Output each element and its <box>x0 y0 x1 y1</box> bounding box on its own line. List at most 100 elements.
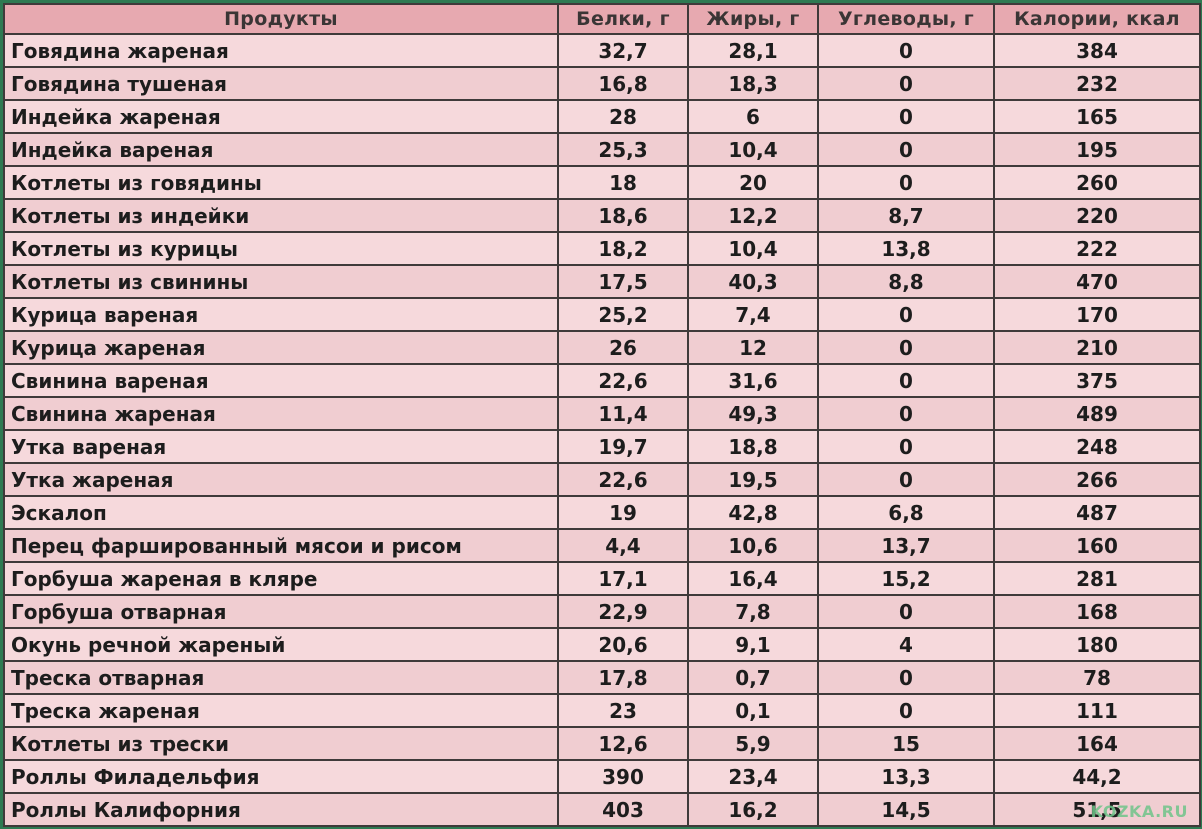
calories-cell: 232 <box>993 66 1201 101</box>
fat-cell: 10,4 <box>687 231 819 266</box>
product-cell: Горбуша отварная <box>3 594 559 629</box>
table-row: Говядина жареная 32,7 28,1 0 384 <box>3 33 1201 68</box>
protein-cell: 17,1 <box>557 561 689 596</box>
carbs-cell: 14,5 <box>817 792 995 827</box>
product-cell: Котлеты из индейки <box>3 198 559 233</box>
calories-cell: 266 <box>993 462 1201 497</box>
product-cell: Говядина жареная <box>3 33 559 68</box>
product-cell: Котлеты из трески <box>3 726 559 761</box>
product-cell: Роллы Калифорния <box>3 792 559 827</box>
table-row: Горбуша отварная 22,9 7,8 0 168 <box>3 594 1201 629</box>
table-row: Свинина жареная 11,4 49,3 0 489 <box>3 396 1201 431</box>
calories-cell: 375 <box>993 363 1201 398</box>
product-cell: Окунь речной жареный <box>3 627 559 662</box>
fat-cell: 0,1 <box>687 693 819 728</box>
fat-cell: 12,2 <box>687 198 819 233</box>
fat-cell: 12 <box>687 330 819 365</box>
header-protein: Белки, г <box>557 3 689 35</box>
header-row: Продукты Белки, г Жиры, г Углеводы, г Ка… <box>3 3 1201 35</box>
carbs-cell: 0 <box>817 132 995 167</box>
calories-cell: 220 <box>993 198 1201 233</box>
fat-cell: 16,2 <box>687 792 819 827</box>
calories-cell: 260 <box>993 165 1201 200</box>
protein-cell: 19 <box>557 495 689 530</box>
fat-cell: 19,5 <box>687 462 819 497</box>
carbs-cell: 0 <box>817 99 995 134</box>
table-row: Перец фаршированный мясои и рисом 4,4 10,6… <box>3 528 1201 563</box>
protein-cell: 28 <box>557 99 689 134</box>
fat-cell: 5,9 <box>687 726 819 761</box>
fat-cell: 10,4 <box>687 132 819 167</box>
calories-cell: 384 <box>993 33 1201 68</box>
carbs-cell: 13,7 <box>817 528 995 563</box>
fat-cell: 18,8 <box>687 429 819 464</box>
product-cell: Утка жареная <box>3 462 559 497</box>
fat-cell: 20 <box>687 165 819 200</box>
protein-cell: 17,5 <box>557 264 689 299</box>
table-row: Свинина вареная 22,6 31,6 0 375 <box>3 363 1201 398</box>
product-cell: Роллы Филадельфия <box>3 759 559 794</box>
table-header: Продукты Белки, г Жиры, г Углеводы, г Ка… <box>3 3 1201 35</box>
product-cell: Индейка вареная <box>3 132 559 167</box>
table-row: Треска отварная 17,8 0,7 0 78 <box>3 660 1201 695</box>
fat-cell: 49,3 <box>687 396 819 431</box>
fat-cell: 40,3 <box>687 264 819 299</box>
fat-cell: 6 <box>687 99 819 134</box>
carbs-cell: 0 <box>817 594 995 629</box>
product-cell: Котлеты из говядины <box>3 165 559 200</box>
table-row: Котлеты из индейки 18,6 12,2 8,7 220 <box>3 198 1201 233</box>
table-row: Треска жареная 23 0,1 0 111 <box>3 693 1201 728</box>
product-cell: Индейка жареная <box>3 99 559 134</box>
calories-cell: 168 <box>993 594 1201 629</box>
product-cell: Треска жареная <box>3 693 559 728</box>
product-cell: Курица жареная <box>3 330 559 365</box>
protein-cell: 26 <box>557 330 689 365</box>
calories-cell: 78 <box>993 660 1201 695</box>
protein-cell: 19,7 <box>557 429 689 464</box>
carbs-cell: 8,7 <box>817 198 995 233</box>
carbs-cell: 15 <box>817 726 995 761</box>
calories-cell: 170 <box>993 297 1201 332</box>
carbs-cell: 4 <box>817 627 995 662</box>
fat-cell: 7,4 <box>687 297 819 332</box>
protein-cell: 12,6 <box>557 726 689 761</box>
carbs-cell: 0 <box>817 165 995 200</box>
header-carbs: Углеводы, г <box>817 3 995 35</box>
table-body: Говядина жареная 32,7 28,1 0 384 Говядина туш… <box>3 33 1201 827</box>
product-cell: Свинина вареная <box>3 363 559 398</box>
product-cell: Говядина тушеная <box>3 66 559 101</box>
watermark-logo: KOZKA.RU <box>1090 802 1188 821</box>
protein-cell: 403 <box>557 792 689 827</box>
product-cell: Котлеты из курицы <box>3 231 559 266</box>
carbs-cell: 0 <box>817 462 995 497</box>
table-row: Утка жареная 22,6 19,5 0 266 <box>3 462 1201 497</box>
calories-cell: 51,5 <box>993 792 1201 827</box>
calories-cell: 248 <box>993 429 1201 464</box>
table-row: Говядина тушеная 16,8 18,3 0 232 <box>3 66 1201 101</box>
carbs-cell: 0 <box>817 33 995 68</box>
fat-cell: 10,6 <box>687 528 819 563</box>
carbs-cell: 15,2 <box>817 561 995 596</box>
fat-cell: 23,4 <box>687 759 819 794</box>
carbs-cell: 0 <box>817 396 995 431</box>
calories-cell: 487 <box>993 495 1201 530</box>
fat-cell: 16,4 <box>687 561 819 596</box>
product-cell: Курица вареная <box>3 297 559 332</box>
fat-cell: 42,8 <box>687 495 819 530</box>
calories-cell: 489 <box>993 396 1201 431</box>
fat-cell: 18,3 <box>687 66 819 101</box>
calories-cell: 160 <box>993 528 1201 563</box>
product-cell: Котлеты из свинины <box>3 264 559 299</box>
table-row: Горбуша жареная в кляре 17,1 16,4 15,2 281 <box>3 561 1201 596</box>
protein-cell: 25,2 <box>557 297 689 332</box>
carbs-cell: 0 <box>817 330 995 365</box>
calories-cell: 222 <box>993 231 1201 266</box>
product-cell: Горбуша жареная в кляре <box>3 561 559 596</box>
protein-cell: 390 <box>557 759 689 794</box>
table-row: Утка вареная 19,7 18,8 0 248 <box>3 429 1201 464</box>
protein-cell: 18 <box>557 165 689 200</box>
header-calories: Калории, ккал <box>993 3 1201 35</box>
table-row: Котлеты из трески 12,6 5,9 15 164 <box>3 726 1201 761</box>
carbs-cell: 0 <box>817 429 995 464</box>
fat-cell: 7,8 <box>687 594 819 629</box>
